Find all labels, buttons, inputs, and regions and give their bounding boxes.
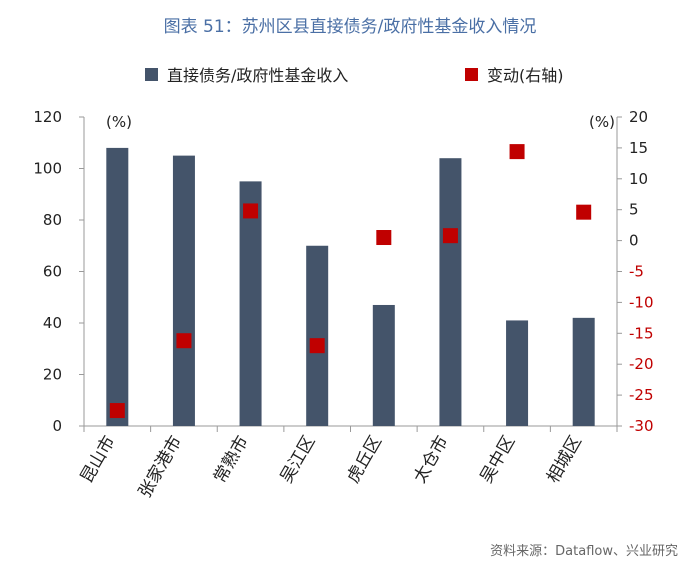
legend-swatch-bar (145, 67, 158, 81)
marker-point (442, 228, 458, 244)
legend-item-marker: 变动(右轴) (465, 62, 564, 86)
category-label: 太仓市 (410, 433, 453, 487)
legend-swatch-marker (465, 67, 478, 81)
y-right-tick-label: -15 (629, 324, 654, 342)
marker-series (109, 144, 592, 419)
category-label: 相城区 (543, 433, 586, 487)
category-label: 吴江区 (277, 433, 320, 487)
category-label: 张家港市 (135, 433, 186, 502)
category-label: 昆山市 (77, 433, 120, 487)
bar (239, 181, 262, 426)
y-left-tick-label: 60 (43, 263, 62, 281)
y-right-tick-label: 20 (629, 108, 648, 126)
marker-point (309, 338, 325, 354)
y-right-tick-label: 10 (629, 170, 648, 188)
y-right-tick-label: -5 (629, 263, 644, 281)
marker-point (243, 203, 259, 219)
bar-series (106, 147, 595, 426)
y-left-tick-label: 100 (33, 160, 62, 178)
y-left-tick-label: 40 (43, 314, 62, 332)
y-left-tick-label: 120 (33, 108, 62, 126)
marker-point (376, 230, 392, 246)
tick-labels: 0 20 40 60 80 100 120 -30 -25 -20 -15 -10 -5 0 5 10 15 20… (33, 108, 653, 435)
y-right-tick-label: -30 (629, 417, 654, 435)
bar (106, 147, 129, 426)
y-right-tick-label: 5 (629, 201, 639, 219)
source-note: 资料来源：Dataflow、兴业研究 (490, 544, 678, 559)
marker-point (576, 204, 592, 220)
chart-axes (79, 116, 622, 432)
category-labels: 昆山市 张家港市 常熟市 吴江区 虎丘区 太仓市 吴中区 相城区 (77, 432, 586, 501)
y-left-unit: (%) (106, 113, 132, 131)
category-label: 常熟市 (209, 432, 253, 487)
chart-title: 图表 51：苏州区县直接债务/政府性基金收入情况 (163, 17, 537, 37)
y-right-tick-label: -10 (629, 293, 654, 311)
bar (439, 158, 462, 426)
y-right-tick-label: 0 (629, 232, 639, 250)
y-right-tick-label: -25 (629, 386, 654, 404)
legend-label-marker: 变动(右轴) (487, 66, 564, 85)
y-left-tick-label: 0 (52, 417, 62, 435)
marker-point (509, 144, 525, 160)
y-left-tick-label: 80 (43, 211, 62, 229)
bar (172, 155, 195, 426)
marker-point (109, 403, 125, 419)
bar (306, 245, 329, 426)
marker-point (176, 333, 192, 349)
y-left-tick-label: 20 (43, 366, 62, 384)
y-right-tick-label: 15 (629, 139, 648, 157)
bar (506, 320, 529, 426)
category-label: 虎丘区 (343, 433, 386, 487)
y-right-tick-label: -20 (629, 355, 654, 373)
category-label: 吴中区 (477, 433, 520, 487)
legend-item-bar: 直接债务/政府性基金收入 (145, 62, 348, 86)
y-right-unit: (%) (589, 113, 615, 131)
legend-label-bar: 直接债务/政府性基金收入 (167, 66, 349, 85)
bar (572, 317, 595, 426)
bar (372, 304, 395, 426)
